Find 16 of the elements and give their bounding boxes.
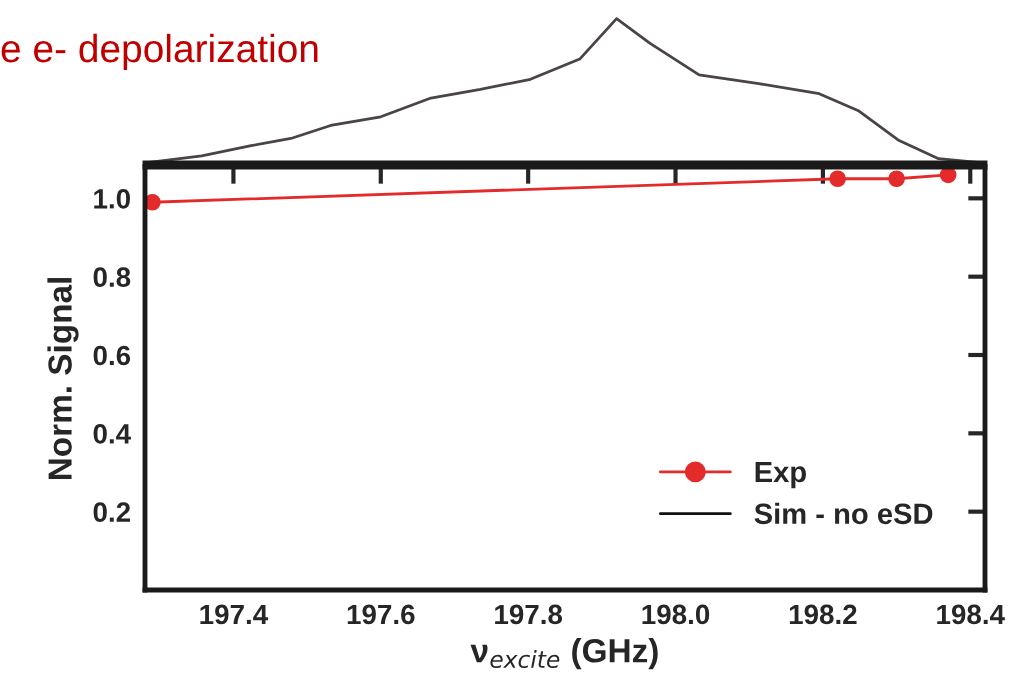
- legend-label: Sim - no eSD: [754, 502, 933, 525]
- chart-title: e e- depolarization: [1, 33, 318, 71]
- y-tick-label: 0.6: [93, 345, 131, 366]
- x-tick-label: 197.4: [200, 604, 269, 625]
- x-axis-title: ν$_{excite}$ (GHz): [470, 638, 658, 670]
- x-tick-label: 197.6: [347, 604, 415, 625]
- y-tick-label: 1.0: [94, 189, 130, 209]
- y-tick-label: 0.4: [93, 424, 131, 444]
- y-tick-label: 0.8: [93, 267, 131, 288]
- x-tick-label: 198.2: [789, 604, 857, 625]
- legend-label: Exp: [755, 462, 806, 489]
- x-tick-label: 198.4: [937, 604, 1005, 625]
- y-tick-label: 0.2: [93, 502, 130, 523]
- x-tick-label: 198.0: [642, 604, 710, 625]
- x-tick-label: 197.8: [495, 604, 563, 625]
- y-axis-title: Norm. Signal: [47, 278, 79, 480]
